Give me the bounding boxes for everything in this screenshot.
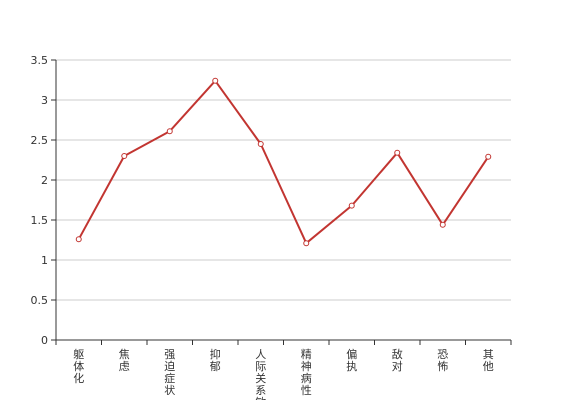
- y-tick-label: 3.5: [31, 54, 49, 67]
- x-tick-label: 人际关系敏感: [255, 348, 266, 400]
- x-tick-label: 敌对: [392, 347, 403, 373]
- data-point[interactable]: [394, 149, 401, 156]
- y-tick-label: 2.5: [31, 134, 49, 147]
- x-tick-label: 其他: [483, 348, 494, 373]
- data-point[interactable]: [439, 221, 446, 228]
- data-point[interactable]: [348, 202, 355, 209]
- x-tick-label: 精神病性: [301, 348, 312, 397]
- data-point[interactable]: [121, 153, 128, 159]
- data-point[interactable]: [212, 77, 219, 84]
- axes: [55, 60, 511, 341]
- x-tick-label: 强迫症状: [164, 348, 175, 397]
- y-tick-label: 1.5: [31, 214, 49, 227]
- x-tick-label: 抑郁: [210, 347, 221, 373]
- y-tick-label: 3: [41, 94, 48, 107]
- x-axis-ticks: 躯体化 焦虑 强迫症状 抑郁 人际关系敏感 精神病性 偏执 敌对 恐怖 其他: [55, 340, 512, 404]
- y-axis-ticks: 0 0.5 1 1.5 2 2.5 3 3.5: [31, 54, 56, 347]
- grid-lines: [56, 59, 511, 301]
- y-tick-label: 2: [41, 174, 48, 187]
- data-point[interactable]: [257, 141, 264, 147]
- series-layer: [75, 77, 492, 247]
- data-point[interactable]: [485, 153, 492, 160]
- data-point[interactable]: [75, 236, 82, 243]
- series-line: [77, 79, 490, 245]
- x-tick-label: 焦虑: [119, 348, 130, 373]
- y-tick-label: 1: [41, 254, 48, 267]
- x-tick-label: 恐怖: [437, 348, 448, 373]
- data-point[interactable]: [166, 128, 173, 135]
- x-tick-label: 偏执: [346, 347, 357, 373]
- data-point[interactable]: [303, 240, 310, 247]
- y-tick-label: 0: [41, 334, 48, 347]
- x-tick-label: 躯体化: [73, 348, 84, 385]
- y-tick-label: 0.5: [31, 294, 49, 307]
